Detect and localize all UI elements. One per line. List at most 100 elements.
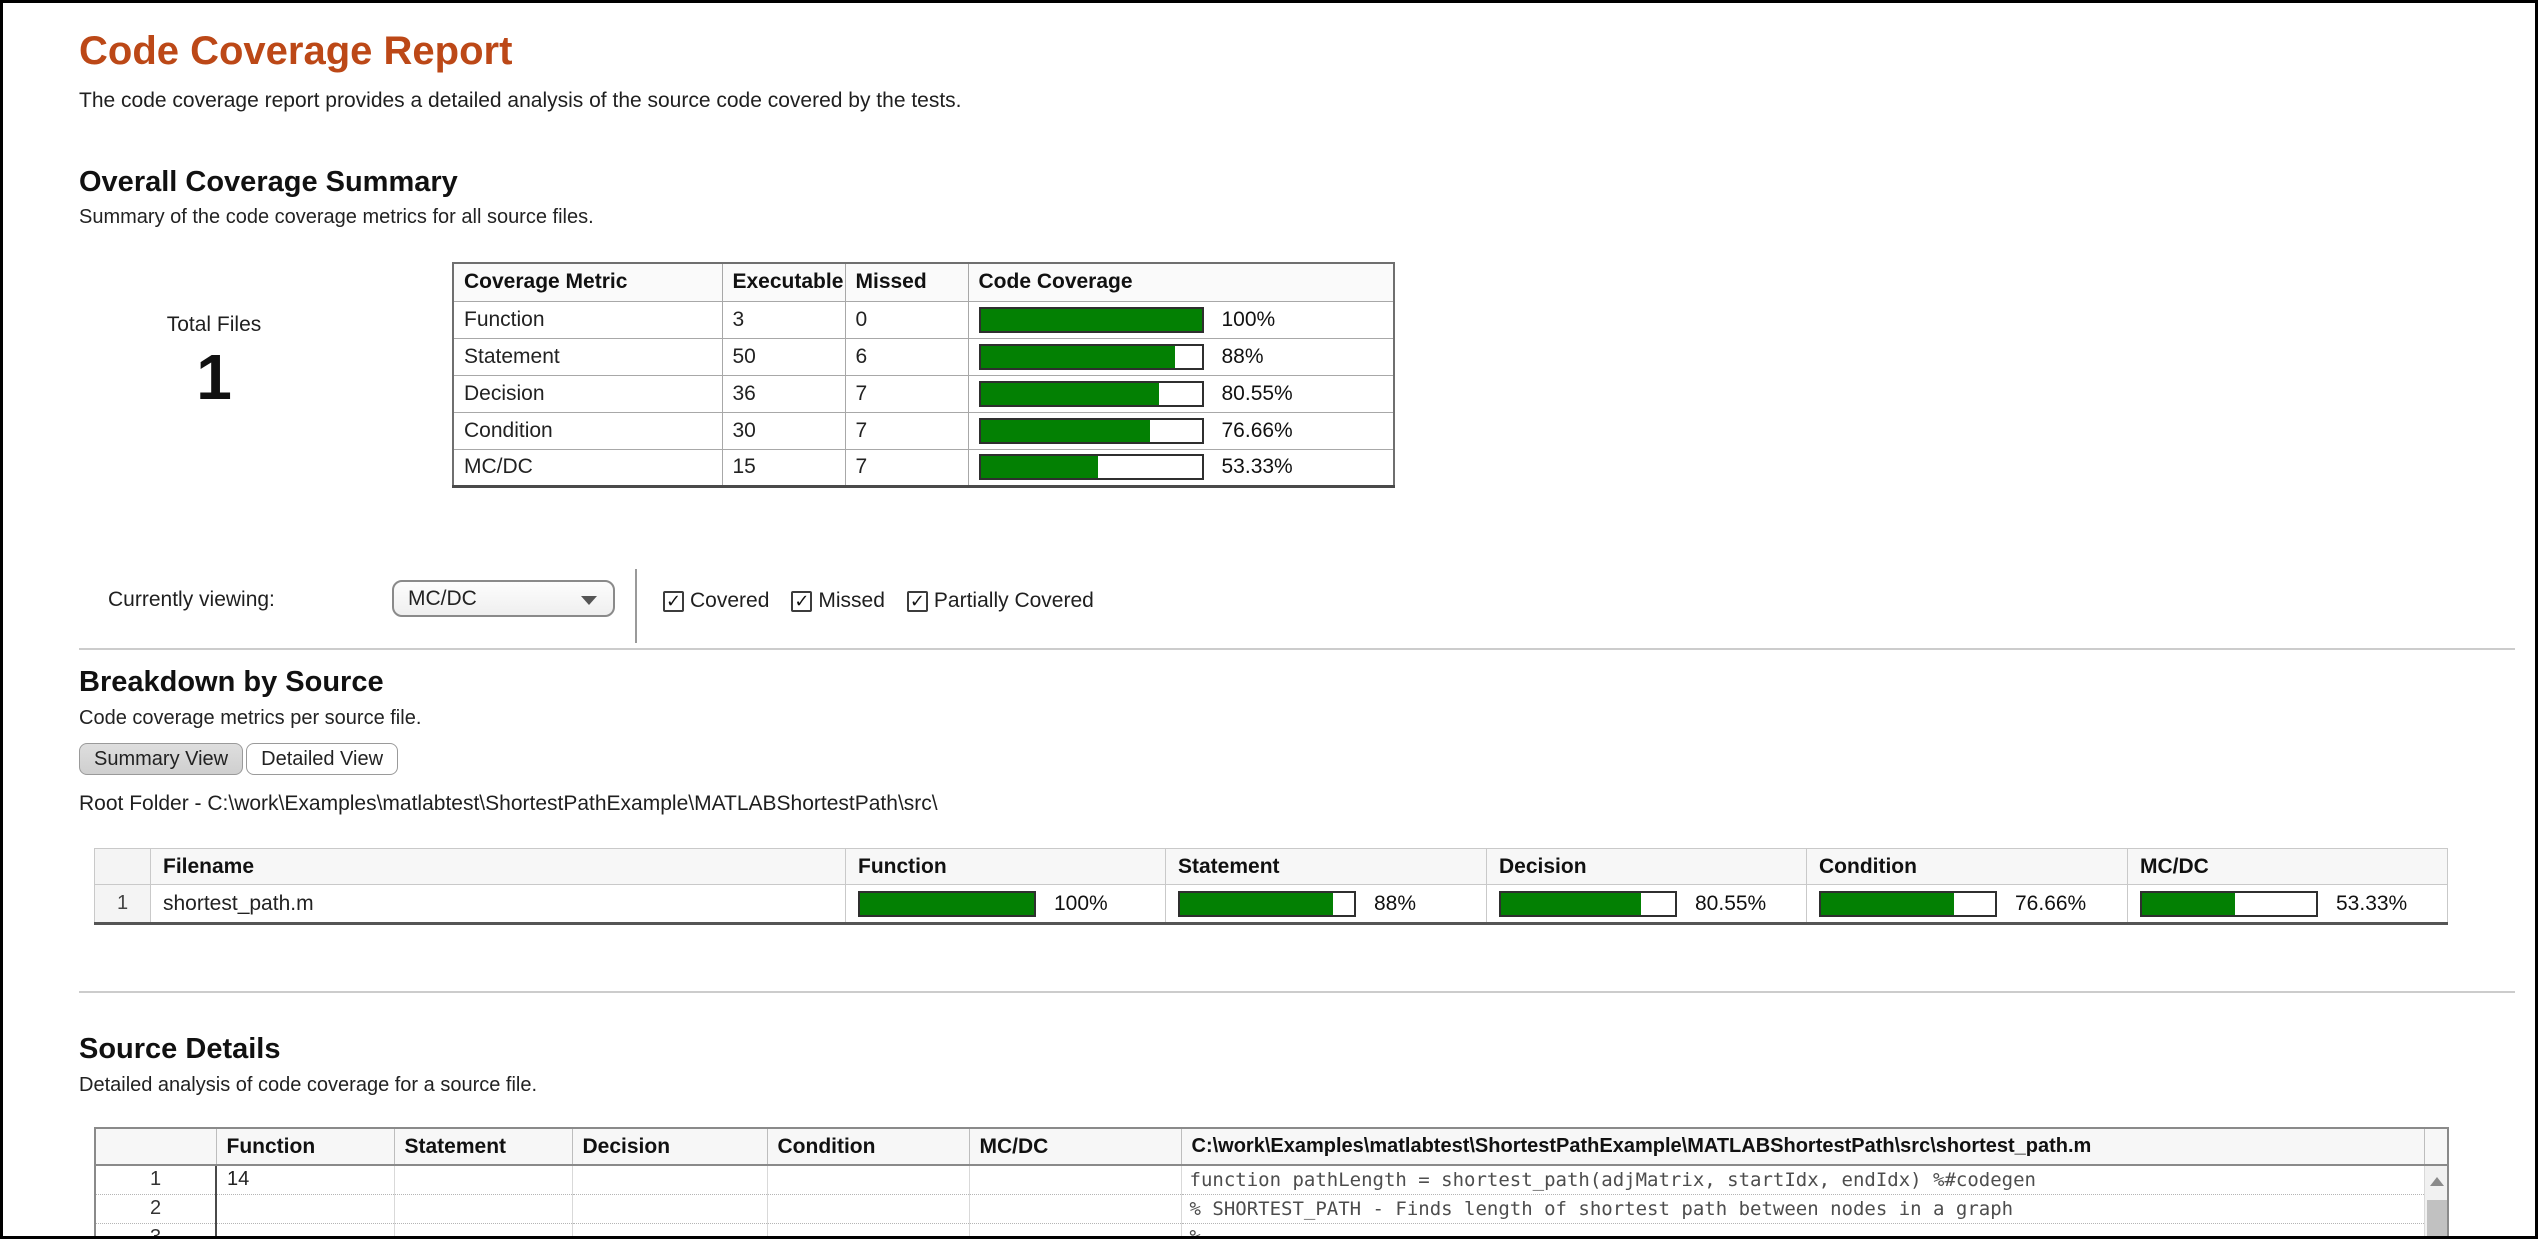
- summary-view-button[interactable]: Summary View: [79, 743, 244, 775]
- coverage-bar-fill: [1180, 892, 1334, 915]
- source-code-line: function pathLength = shortest_path(adjM…: [1181, 1165, 2425, 1194]
- source-code-line: %: [1181, 1222, 2425, 1236]
- coverage-cell: 80.55%: [967, 374, 1395, 413]
- condition-cell: [767, 1165, 970, 1194]
- scroll-up-button[interactable]: [2425, 1166, 2449, 1196]
- missed-cell: 6: [844, 337, 969, 376]
- checkbox-label: Partially Covered: [933, 589, 1094, 612]
- checkbox-icon[interactable]: [791, 590, 813, 612]
- coverage-cell: 88%: [967, 337, 1395, 376]
- executable-cell: 36: [721, 374, 846, 413]
- col-header-file-path: C:\work\Examples\matlabtest\ShortestPath…: [1180, 1127, 2425, 1166]
- executable-cell: 30: [721, 411, 846, 450]
- executable-cell: 50: [721, 337, 846, 376]
- checkbox-covered[interactable]: Covered: [663, 589, 769, 613]
- breakdown-by-source-table: Filename Function Statement Decision Con…: [94, 848, 2448, 925]
- coverage-percent: 88%: [1374, 891, 1417, 915]
- coverage-bar: [2140, 890, 2318, 917]
- checkbox-label: Covered: [690, 589, 770, 612]
- overall-summary-subheading: Summary of the code coverage metrics for…: [79, 206, 594, 228]
- table-row[interactable]: 1 shortest_path.m 100% 88% 80.55% 76.66%…: [94, 884, 2448, 924]
- metric-cell: Condition: [452, 411, 723, 450]
- source-details-heading: Source Details: [79, 1033, 281, 1065]
- vertical-scrollbar[interactable]: [2424, 1166, 2449, 1236]
- condition-coverage-cell: 76.66%: [1806, 884, 2128, 924]
- source-line-row: 3 %: [95, 1222, 2448, 1236]
- coverage-percent: 53.33%: [1221, 455, 1293, 478]
- source-details-table: Function Statement Decision Condition MC…: [94, 1127, 2449, 1236]
- metric-cell: Decision: [452, 374, 723, 413]
- coverage-percent: 80.55%: [1221, 381, 1293, 405]
- section-divider: [79, 991, 2515, 993]
- arrow-up-icon: [2429, 1176, 2444, 1186]
- detailed-view-button[interactable]: Detailed View: [246, 743, 399, 775]
- table-row: Condition 30 7 76.66%: [452, 411, 1395, 450]
- checkbox-missed[interactable]: Missed: [791, 589, 885, 613]
- controls-divider: [635, 569, 637, 643]
- checkbox-partially-covered[interactable]: Partially Covered: [906, 589, 1094, 613]
- table-row: Decision 36 7 80.55%: [452, 374, 1395, 413]
- coverage-cell: 100%: [967, 300, 1395, 339]
- col-header-decision: Decision: [571, 1127, 768, 1166]
- decision-cell: [572, 1165, 768, 1194]
- col-header-mcdc: MC/DC: [2127, 848, 2448, 885]
- col-header-scrollbar: [2423, 1127, 2449, 1166]
- section-divider: [79, 648, 2515, 650]
- coverage-percent: 100%: [1221, 307, 1276, 331]
- metric-cell: Function: [452, 300, 723, 339]
- chevron-down-icon: [581, 596, 597, 605]
- coverage-bar: [978, 306, 1204, 333]
- filename-cell: shortest_path.m: [150, 884, 846, 924]
- col-header-decision: Decision: [1486, 848, 1807, 885]
- coverage-bar: [1819, 890, 1997, 917]
- overall-coverage-table: Coverage Metric Executable Missed Code C…: [452, 262, 1395, 488]
- line-number: 1: [95, 1165, 217, 1194]
- col-header-executable: Executable: [721, 262, 846, 302]
- scrollbar-cell: [2424, 1165, 2449, 1236]
- coverage-bar: [1499, 890, 1677, 917]
- metric-cell: Statement: [452, 337, 723, 376]
- scrollbar-thumb[interactable]: [2426, 1200, 2447, 1236]
- total-files-block: Total Files 1: [79, 313, 349, 409]
- coverage-bar-fill: [980, 456, 1099, 478]
- table-header-row: Coverage Metric Executable Missed Code C…: [452, 262, 1395, 302]
- metric-dropdown[interactable]: MC/DC: [392, 580, 615, 617]
- coverage-bar-fill: [980, 419, 1150, 442]
- coverage-bar: [978, 417, 1204, 444]
- col-header-code-coverage: Code Coverage: [967, 262, 1395, 302]
- source-line-row: 1 14 function pathLength = shortest_path…: [95, 1165, 2448, 1236]
- checkbox-icon[interactable]: [906, 590, 928, 612]
- line-number: 2: [95, 1193, 217, 1223]
- coverage-bar-fill: [2142, 892, 2235, 915]
- col-header-rownum: [94, 848, 151, 885]
- checkbox-icon[interactable]: [663, 590, 684, 612]
- function-count-cell: 14: [216, 1165, 395, 1194]
- mcdc-coverage-cell: 53.33%: [2127, 884, 2448, 924]
- executable-cell: 15: [721, 448, 846, 487]
- col-header-filename: Filename: [150, 848, 846, 885]
- table-row: Function 3 0 100%: [452, 300, 1395, 339]
- executable-cell: 3: [721, 300, 846, 339]
- missed-cell: 0: [844, 300, 969, 339]
- coverage-bar-fill: [980, 345, 1175, 368]
- statement-cell: [394, 1222, 573, 1236]
- col-header-condition: Condition: [766, 1127, 970, 1166]
- mcdc-cell: [969, 1193, 1182, 1223]
- coverage-bar-fill: [1821, 892, 1955, 915]
- function-count-cell: [216, 1193, 395, 1223]
- coverage-bar-fill: [980, 308, 1202, 331]
- col-header-statement: Statement: [393, 1127, 573, 1166]
- coverage-bar-fill: [1501, 892, 1642, 915]
- coverage-percent: 88%: [1221, 344, 1264, 368]
- breakdown-subheading: Code coverage metrics per source file.: [79, 707, 422, 729]
- line-number: 3: [95, 1222, 217, 1236]
- table-header-row: Function Statement Decision Condition MC…: [94, 1127, 2449, 1166]
- currently-viewing-label: Currently viewing:: [108, 588, 275, 611]
- page-intro: The code coverage report provides a deta…: [79, 89, 962, 112]
- checkbox-label: Missed: [818, 589, 885, 612]
- table-row: Statement 50 6 88%: [452, 337, 1395, 376]
- source-code-line: % SHORTEST_PATH - Finds length of shorte…: [1181, 1193, 2425, 1223]
- table-header-row: Filename Function Statement Decision Con…: [94, 848, 2448, 885]
- metric-dropdown-value: MC/DC: [408, 587, 477, 610]
